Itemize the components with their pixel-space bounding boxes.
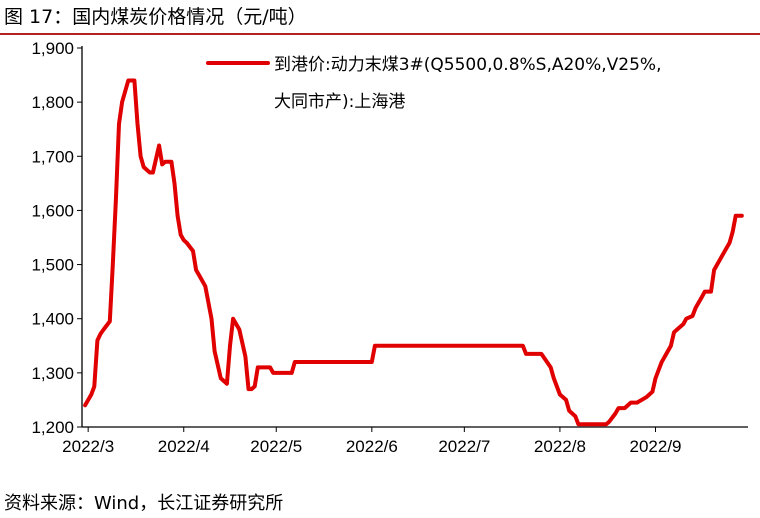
legend-label: 大同市产):上海港 [274, 92, 405, 112]
x-tick-label: 2022/9 [630, 437, 682, 456]
y-tick-label: 1,200 [31, 418, 74, 437]
source-note: 资料来源：Wind，长江证券研究所 [4, 493, 284, 514]
y-tick-label: 1,800 [31, 93, 74, 112]
axes [77, 46, 748, 432]
y-tick-label: 1,900 [31, 39, 74, 58]
x-tick-label: 2022/8 [534, 437, 586, 456]
x-tick-label: 2022/7 [438, 437, 490, 456]
x-tick-label: 2022/4 [158, 437, 210, 456]
tick-labels: 1,200 1,300 1,400 1,500 1,600 1,700 1,800 1,900… [31, 39, 681, 456]
legend-label: 到港价:动力末煤3#(Q5500,0.8%S,A20%,V25%, [274, 55, 662, 75]
y-tick-label: 1,700 [31, 147, 74, 166]
title-divider [0, 33, 760, 35]
x-tick-label: 2022/5 [250, 437, 302, 456]
y-tick-label: 1,400 [31, 310, 74, 329]
y-tick-label: 1,600 [31, 201, 74, 220]
figure-title: 图 17：国内煤炭价格情况（元/吨） [4, 6, 307, 28]
y-tick-label: 1,500 [31, 256, 74, 275]
series-line-0 [83, 78, 744, 427]
x-tick-label: 2022/6 [346, 437, 398, 456]
x-tick-label: 2022/3 [62, 437, 114, 456]
y-tick-label: 1,300 [31, 364, 74, 383]
legend: 到港价:动力末煤3#(Q5500,0.8%S,A20%,V25%, 大同市产):上… [206, 55, 662, 112]
plot-area [83, 78, 744, 427]
